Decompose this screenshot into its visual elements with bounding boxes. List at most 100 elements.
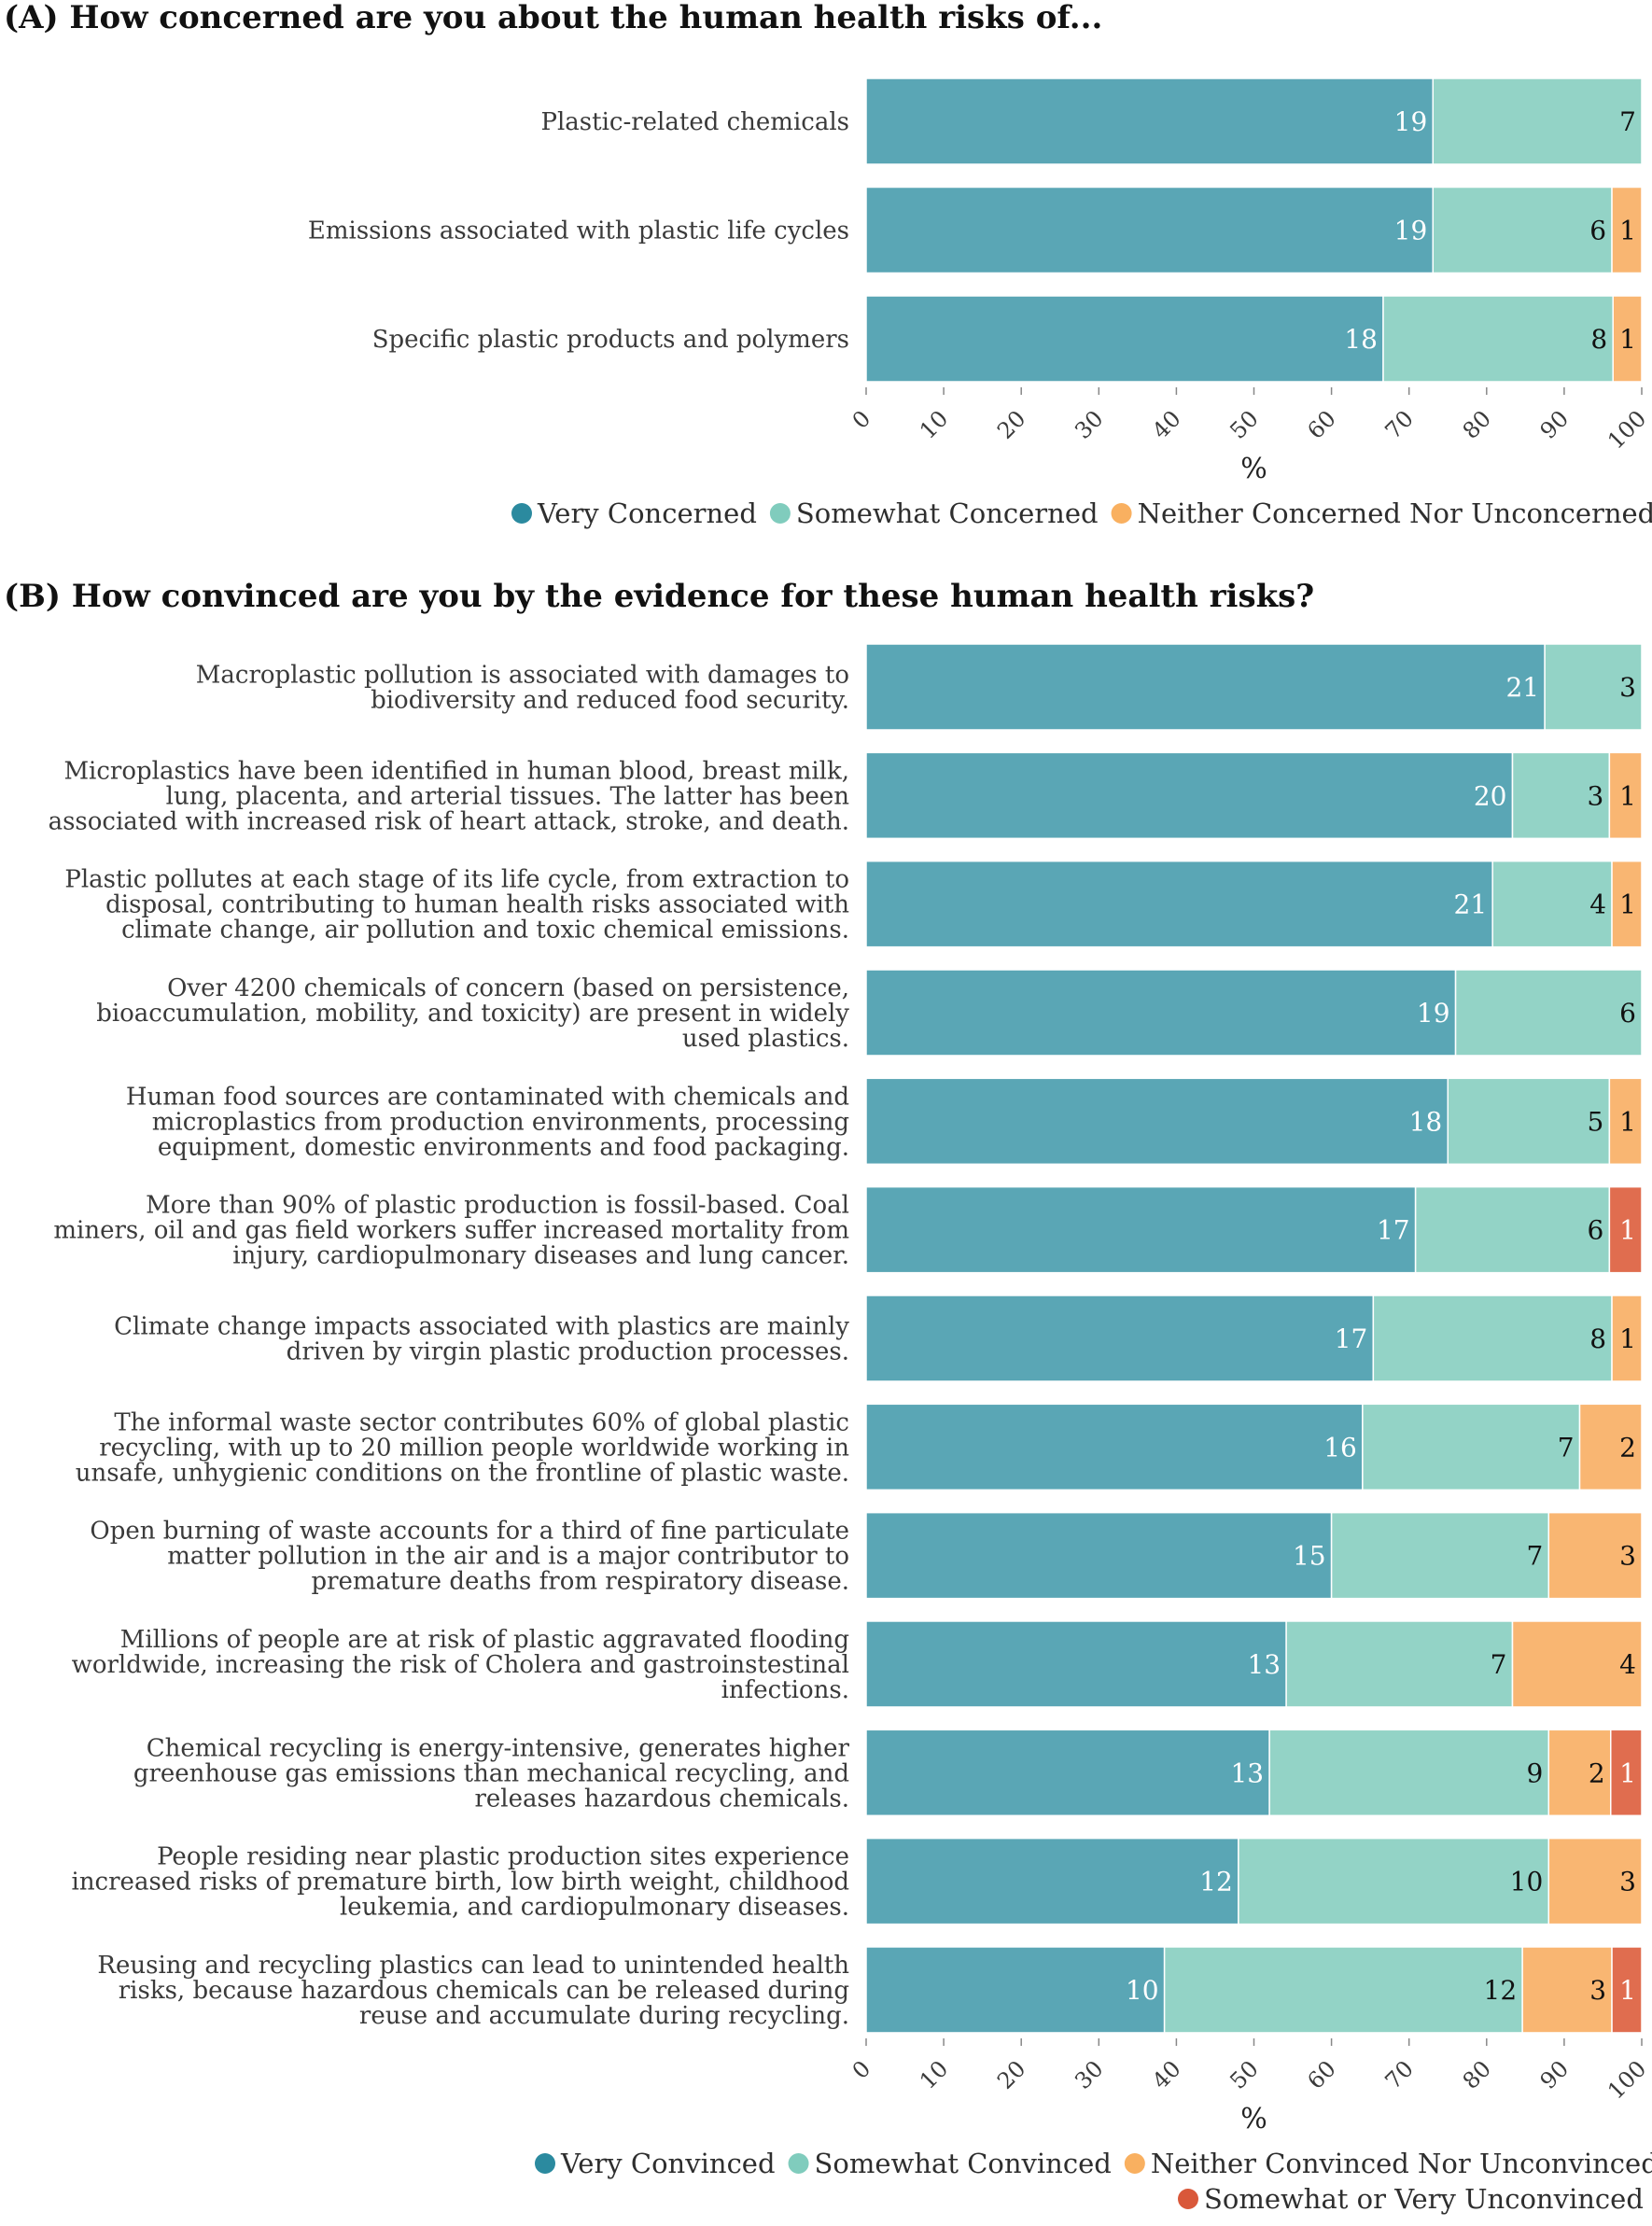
bar-segment (1511, 751, 1611, 840)
bar-segment (865, 1077, 1449, 1166)
data-label: 20 (1474, 780, 1507, 811)
x-tick-label: 10 (915, 2055, 953, 2093)
data-label: 3 (1589, 1975, 1606, 2006)
bar-row: Open burning of waste accounts for a thi… (90, 1511, 1643, 1600)
legend-swatch (511, 503, 532, 524)
data-label: 10 (1510, 1867, 1544, 1897)
data-label: 6 (1589, 216, 1606, 246)
bar-segment (865, 1185, 1417, 1274)
data-label: 18 (1409, 1106, 1443, 1137)
bar-segment (1432, 186, 1613, 274)
bar-segment (1511, 1620, 1643, 1708)
x-tick-label: 0 (847, 405, 876, 434)
data-label: 13 (1230, 1757, 1264, 1788)
bar-segment (1362, 1403, 1581, 1491)
data-label: 1 (1619, 1757, 1636, 1788)
legend-item: Very Concerned (511, 497, 757, 529)
x-axis-title: % (1240, 453, 1267, 485)
category-label: Specific plastic products and polymers (372, 326, 849, 354)
category-label: Microplastics have been identified in hu… (63, 757, 849, 785)
bar-segment (865, 969, 1457, 1057)
data-label: 10 (1126, 1975, 1159, 2006)
bar-segment (865, 643, 1546, 731)
legend-label: Very Convinced (560, 2148, 776, 2179)
legend-swatch (1111, 503, 1132, 524)
bar-segment (1447, 1077, 1611, 1166)
x-tick-label: 80 (1458, 405, 1496, 443)
bar-segment (1610, 1729, 1643, 1817)
legend-label: Somewhat or Very Unconvinced (1204, 2183, 1644, 2215)
legend-swatch (769, 503, 791, 524)
bar-segment (1547, 1511, 1643, 1600)
bar-segment (865, 1837, 1239, 1925)
legend-swatch (788, 2153, 809, 2174)
bar-segment (1608, 1185, 1643, 1274)
category-label: lung, placenta, and arterial tissues. Th… (166, 782, 850, 810)
x-tick-label: 40 (1147, 2055, 1185, 2093)
category-label: Millions of people are at risk of plasti… (120, 1626, 849, 1654)
bar-row: Climate change impacts associated with p… (114, 1295, 1643, 1382)
category-label: biodiversity and reduced food security. (371, 687, 849, 715)
bar-segment (1330, 1511, 1550, 1600)
x-axis: 0 10 20 30 40 50 60 70 80 90 100% (847, 2037, 1651, 2135)
bar-segment (1521, 1946, 1613, 2034)
bar-row: Specific plastic products and polymers 18… (372, 295, 1643, 383)
data-label: 19 (1417, 998, 1450, 1029)
legend-label: Somewhat Convinced (815, 2148, 1112, 2179)
legend-label: Neither Convinced Nor Unconvinced (1151, 2148, 1652, 2179)
x-tick-label: 30 (1070, 2055, 1108, 2093)
data-label: 1 (1619, 1323, 1636, 1354)
category-label: worldwide, increasing the risk of Choler… (72, 1651, 849, 1679)
chart-panel-b: (B) How convinced are you by the evidenc… (4, 578, 1652, 2215)
category-label: miners, oil and gas field workers suffer… (53, 1217, 849, 1245)
bar-segment (865, 1946, 1166, 2034)
category-label: unsafe, unhygienic conditions on the fro… (76, 1459, 849, 1487)
category-label: risks, because hazardous chemicals can b… (119, 1977, 849, 2005)
x-tick-label: 40 (1147, 405, 1185, 443)
category-label: associated with increased risk of heart … (49, 807, 849, 835)
data-label: 1 (1619, 216, 1636, 246)
x-axis: 0 10 20 30 40 50 60 70 80 90 100% (847, 387, 1651, 485)
bar-segment (865, 751, 1514, 840)
category-label: Chemical recycling is energy-intensive, … (147, 1734, 850, 1762)
legend-item: Somewhat Convinced (788, 2148, 1112, 2179)
bar-segment (1608, 751, 1643, 840)
data-label: 21 (1505, 672, 1539, 703)
x-tick-label: 10 (915, 405, 953, 443)
data-label: 9 (1526, 1757, 1543, 1788)
category-label: Macroplastic pollution is associated wit… (196, 662, 849, 690)
chart-panel-a: (A) How concerned are you about the huma… (4, 0, 1652, 529)
bar-segment (1611, 1295, 1643, 1382)
panel-title: (A) How concerned are you about the huma… (4, 0, 1102, 36)
data-label: 7 (1526, 1541, 1543, 1572)
category-label: matter pollution in the air and is a maj… (167, 1543, 849, 1571)
legend-item: Neither Convinced Nor Unconvinced (1124, 2148, 1652, 2179)
bar-segment (1268, 1729, 1550, 1817)
category-label: equipment, domestic environments and foo… (158, 1133, 849, 1161)
legend-item: Somewhat or Very Unconvinced (1178, 2183, 1644, 2215)
category-label: injury, cardiopulmonary diseases and lun… (232, 1242, 849, 1270)
category-label: infections. (721, 1676, 849, 1704)
category-label: People residing near plastic production … (157, 1843, 849, 1871)
bar-row: Human food sources are contaminated with… (126, 1077, 1643, 1166)
bar-segment (865, 295, 1384, 383)
x-axis-title: % (1240, 2103, 1267, 2135)
data-label: 1 (1619, 324, 1636, 355)
category-label: More than 90% of plastic production is f… (146, 1192, 849, 1220)
legend-item: Somewhat Concerned (769, 497, 1099, 529)
bar-segment (1238, 1837, 1550, 1925)
data-label: 8 (1590, 324, 1607, 355)
bar-row: Over 4200 chemicals of concern (based on… (96, 969, 1643, 1057)
bar-row: Reusing and recycling plastics can lead … (97, 1946, 1643, 2034)
data-label: 19 (1394, 106, 1428, 137)
bar-row: More than 90% of plastic production is f… (53, 1185, 1643, 1274)
category-label: leukemia, and cardiopulmonary diseases. (340, 1894, 849, 1922)
data-label: 17 (1335, 1323, 1368, 1354)
category-label: greenhouse gas emissions than mechanical… (133, 1759, 849, 1787)
bar-segment (1611, 186, 1643, 274)
category-label: Human food sources are contaminated with… (126, 1083, 849, 1111)
bar-row: Microplastics have been identified in hu… (49, 751, 1643, 840)
category-label: disposal, contributing to human health r… (105, 891, 849, 919)
x-tick-label: 70 (1380, 405, 1419, 443)
bar-segment (865, 1620, 1287, 1708)
